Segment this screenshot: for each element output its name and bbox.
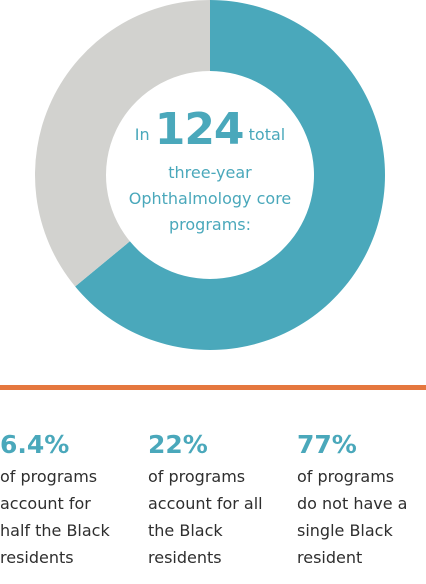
stat-block-1: 6.4% of programs account for half the Bl… [0, 428, 135, 571]
center-line-4: programs: [168, 215, 252, 234]
stat-desc-line: residents [148, 548, 222, 567]
center-line-3: Ophthalmology core [128, 189, 292, 208]
stat-desc-line: do not have a [297, 494, 408, 513]
stat-desc-line: of programs [0, 467, 98, 486]
stat-desc-line: account for [0, 494, 91, 513]
donut-center-label: In 124 total three-year Ophthalmology co… [105, 105, 315, 238]
stat-desc-line: half the Black [0, 521, 110, 540]
center-prefix: In [134, 125, 150, 144]
donut-segment-1 [75, 0, 386, 350]
stat-desc-line: single Black [297, 521, 393, 540]
stat-desc-line: of programs [297, 467, 395, 486]
stat-description: of programs account for half the Black r… [0, 463, 135, 571]
stat-block-3: 77% of programs do not have a single Bla… [297, 428, 426, 571]
center-suffix: total [248, 125, 286, 144]
stat-desc-line: of programs [148, 467, 246, 486]
stat-desc-line: residents [0, 548, 74, 567]
donut-chart [35, 0, 386, 350]
stat-value: 6.4% [0, 430, 70, 459]
stat-desc-line: the Black [148, 521, 223, 540]
stat-description: of programs do not have a single Black r… [297, 463, 426, 571]
total-programs-number: 124 [154, 104, 245, 155]
stat-description: of programs account for all the Black re… [148, 463, 283, 571]
donut-segment-2 [35, 0, 211, 287]
center-line-2: three-year [168, 163, 252, 182]
stat-desc-line: account for all [148, 494, 263, 513]
stat-value: 77% [297, 430, 357, 459]
stat-desc-line: resident [297, 548, 363, 567]
stat-block-2: 22% of programs account for all the Blac… [148, 428, 283, 571]
stat-value: 22% [148, 430, 208, 459]
section-divider [0, 385, 426, 390]
